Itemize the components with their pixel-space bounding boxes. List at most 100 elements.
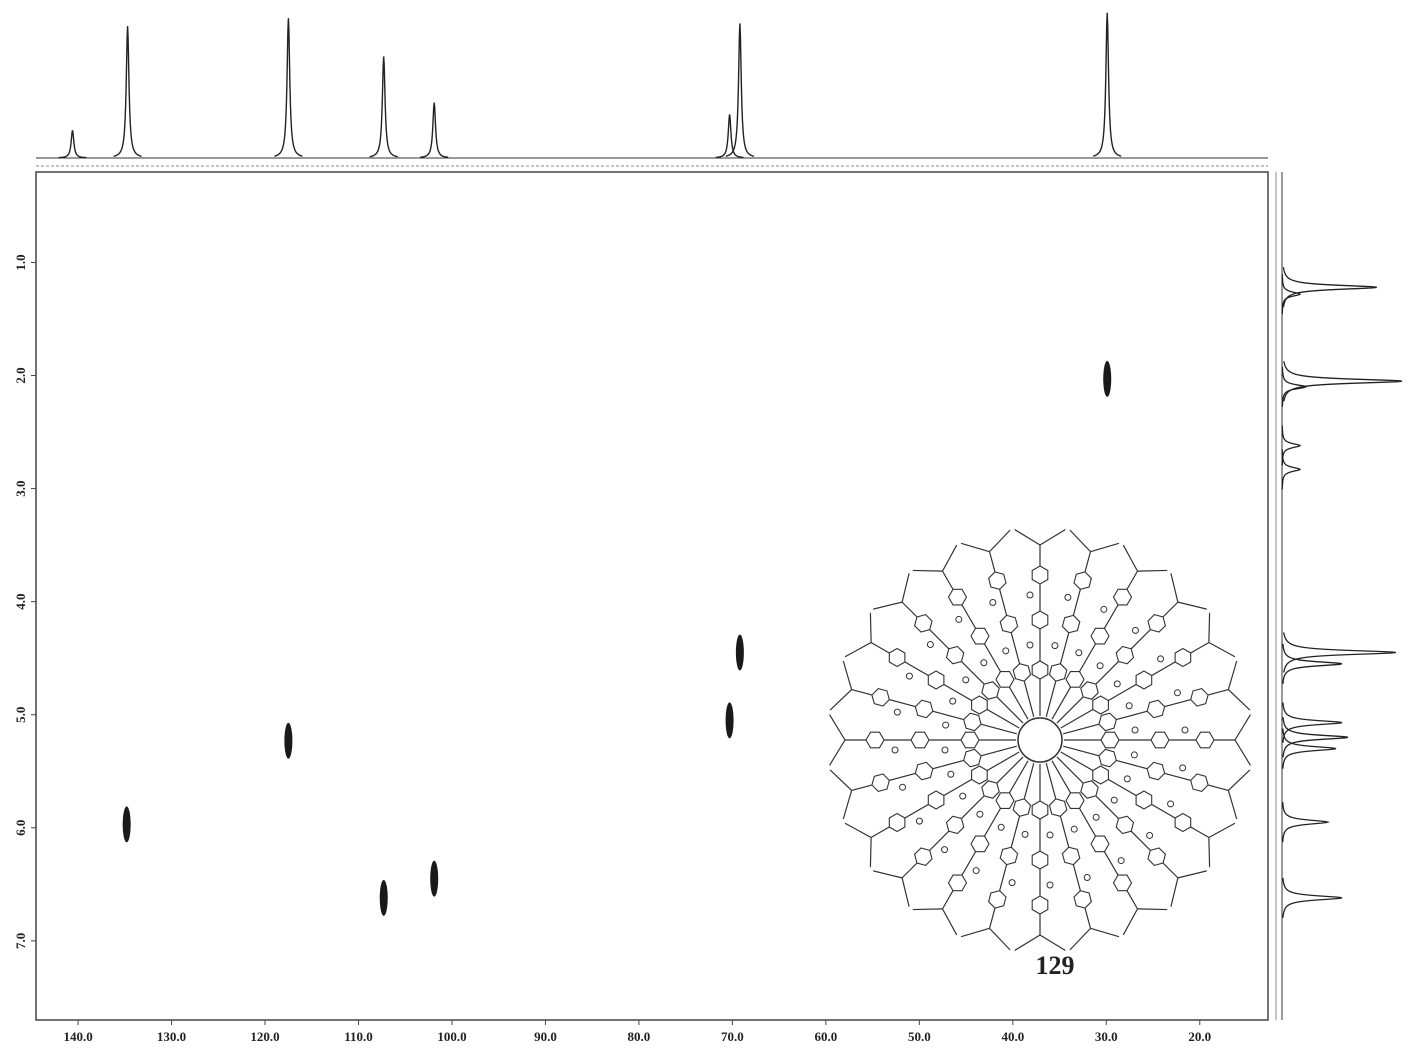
end-group <box>941 544 958 572</box>
oxygen <box>1008 879 1016 887</box>
ring <box>927 790 945 810</box>
ring <box>995 671 1015 688</box>
ring <box>1115 645 1135 665</box>
x-tick-label: 60.0 <box>814 1029 837 1044</box>
ring <box>1146 761 1166 781</box>
ring <box>1012 663 1032 682</box>
x-tick-label: 20.0 <box>1188 1029 1211 1044</box>
ring <box>963 712 982 732</box>
end-group <box>901 877 910 907</box>
oxygen <box>1131 726 1139 734</box>
oxygen <box>949 697 957 705</box>
oxygen <box>1026 591 1034 599</box>
oxygen <box>972 867 980 875</box>
oxygen <box>1064 593 1072 601</box>
side-peak <box>1282 717 1349 758</box>
top-peak <box>725 23 755 157</box>
oxygen <box>980 659 988 667</box>
end-group <box>1069 927 1091 951</box>
oxygen <box>1125 702 1133 710</box>
ring <box>927 670 945 690</box>
end-group <box>844 822 872 839</box>
oxygen <box>1002 647 1010 655</box>
ring <box>1098 748 1117 768</box>
y-tick-label: 5.0 <box>13 707 28 723</box>
ring <box>1031 565 1049 585</box>
oxygen <box>1117 857 1125 865</box>
end-group <box>1039 934 1066 951</box>
ring <box>947 588 968 606</box>
ring <box>970 627 990 645</box>
ring <box>1147 613 1167 633</box>
top-peak <box>369 56 398 158</box>
end-group <box>1227 790 1238 820</box>
ring <box>1065 792 1085 809</box>
end-group <box>901 573 910 603</box>
top-peak <box>420 102 449 158</box>
oxygen <box>962 676 970 684</box>
oxygen <box>1167 800 1175 808</box>
end-group <box>1227 660 1238 690</box>
x-tick-label: 80.0 <box>628 1029 651 1044</box>
oxygen <box>1046 831 1054 839</box>
y-tick-label: 7.0 <box>13 933 28 949</box>
top-peak <box>274 18 303 157</box>
cross-peak <box>379 879 388 916</box>
end-group <box>829 689 853 711</box>
end-group <box>960 927 990 938</box>
oxygen <box>989 599 997 607</box>
end-group <box>1177 601 1207 610</box>
x-tick-label: 30.0 <box>1095 1029 1118 1044</box>
cross-peak <box>430 860 439 897</box>
ring <box>914 761 934 781</box>
x-tick-label: 70.0 <box>721 1029 744 1044</box>
side-peak <box>1282 267 1377 308</box>
end-group <box>1014 529 1041 546</box>
ring <box>945 815 965 835</box>
end-group <box>1137 908 1168 911</box>
ring <box>1147 847 1167 867</box>
oxygen <box>1092 813 1100 821</box>
y-tick-label: 4.0 <box>13 594 28 610</box>
cross-peak <box>1103 360 1112 397</box>
end-group <box>1090 927 1120 938</box>
oxygen <box>1046 881 1054 889</box>
oxygen <box>1021 830 1029 838</box>
cross-peak <box>725 702 734 739</box>
top-peak <box>1093 12 1122 157</box>
ring <box>913 613 933 633</box>
oxygen <box>1131 626 1139 634</box>
ring <box>971 765 988 785</box>
oxygen <box>905 672 913 680</box>
side-peak <box>1281 425 1302 466</box>
side-peak <box>1281 449 1302 490</box>
ring <box>1061 846 1081 866</box>
ring <box>910 731 930 749</box>
ring <box>995 792 1015 809</box>
ring <box>1100 731 1120 749</box>
ring <box>1150 731 1170 749</box>
end-group <box>829 769 853 791</box>
ring <box>971 695 988 715</box>
ring <box>999 846 1019 866</box>
oxygen <box>1100 605 1108 613</box>
side-peak <box>1283 361 1403 402</box>
ring <box>1073 890 1093 909</box>
ring <box>1073 571 1093 590</box>
ring <box>888 812 906 833</box>
oxygen <box>1096 662 1104 670</box>
end-group <box>1208 641 1236 658</box>
oxygen <box>1123 775 1131 783</box>
end-group <box>829 739 846 766</box>
ring <box>970 835 990 853</box>
end-group <box>1170 877 1179 907</box>
ring <box>1031 850 1049 870</box>
ring <box>1115 815 1135 835</box>
ring <box>981 780 1000 799</box>
ring <box>947 874 968 892</box>
side-peak <box>1281 366 1308 407</box>
oxygen <box>1130 751 1138 759</box>
end-group <box>989 529 1011 553</box>
core <box>1017 717 1063 763</box>
